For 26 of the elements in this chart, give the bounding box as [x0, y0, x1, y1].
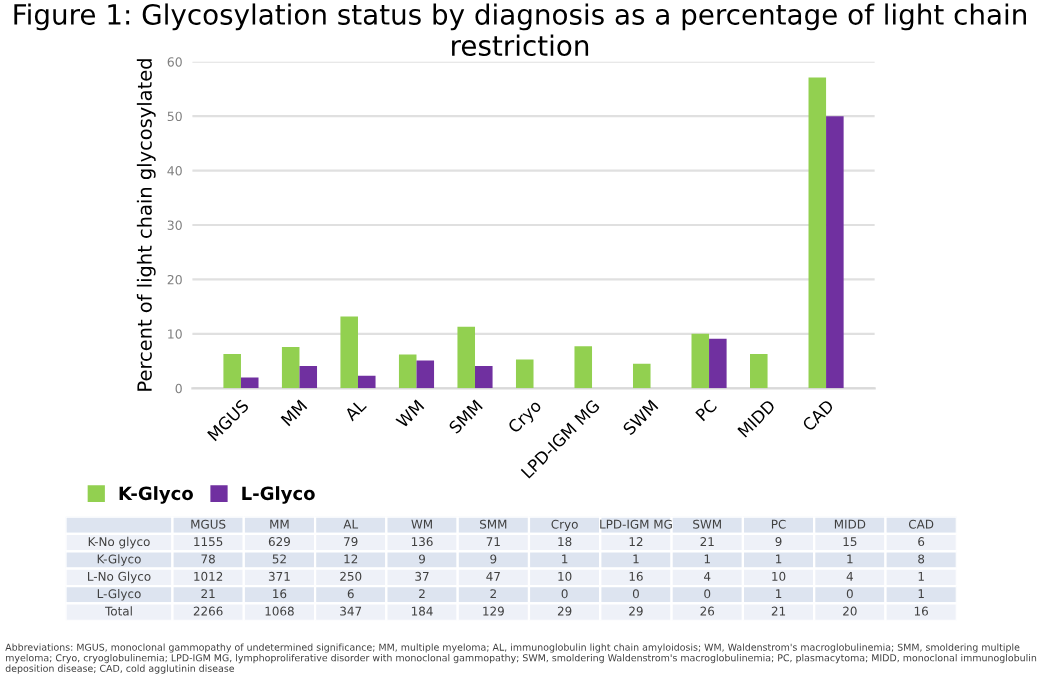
- bar: [299, 365, 318, 389]
- x-tick-label: AL: [343, 398, 367, 422]
- x-tick-label: MM: [280, 399, 308, 427]
- bar: [515, 359, 534, 389]
- legend-label: L-Glyco: [242, 486, 315, 504]
- x-tick-label: PC: [695, 398, 718, 422]
- bar: [691, 333, 710, 389]
- x-tick-label: WM: [395, 399, 425, 429]
- bar: [281, 346, 300, 389]
- bar: [574, 346, 593, 389]
- bar: [475, 365, 493, 389]
- bar: [398, 354, 417, 389]
- bar: [750, 353, 768, 389]
- chart-title: Figure 1: Glycosylation status by diagnosis as a percentage of light chain restriction: [14, 3, 1026, 57]
- bar: [223, 353, 241, 389]
- bar: [826, 116, 844, 389]
- y-axis-title: Percent of light chain glycosylated: [136, 59, 156, 391]
- legend-label: K-Glyco: [119, 486, 193, 504]
- bar: [416, 360, 435, 389]
- bar: [632, 363, 651, 389]
- bar: [709, 338, 727, 389]
- bar: [808, 77, 827, 389]
- bar: [340, 316, 358, 389]
- bar: [240, 377, 259, 389]
- bar: [357, 375, 376, 389]
- bar: [457, 326, 476, 389]
